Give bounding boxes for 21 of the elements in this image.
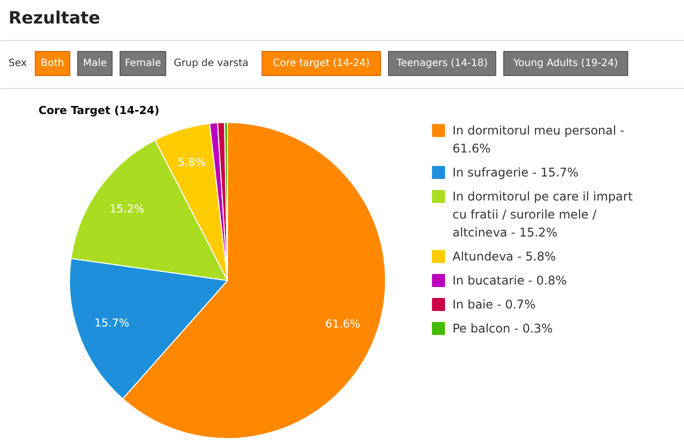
legend-label: Altundeva - 5.8% — [452, 250, 556, 264]
legend-label: In sufragerie - 15.7% — [452, 166, 579, 180]
legend-label: In dormitorul meu personal - 61.6% — [452, 124, 624, 156]
text: Young Adults (19-24) — [512, 58, 618, 69]
legend-label: In bucatarie - 0.8% — [452, 274, 567, 288]
text: Core target (14-24) — [272, 58, 370, 69]
legend-label: In baie - 0.7% — [452, 298, 536, 312]
text: Teenagers (14-18) — [396, 58, 488, 69]
data-label: 15.7% — [94, 316, 130, 330]
text: Both — [40, 58, 64, 69]
text: Grup de varsta — [174, 58, 249, 69]
text: Rezultate — [8, 8, 100, 28]
text: Sex — [8, 58, 27, 69]
text: Female — [124, 58, 161, 69]
data-label: 15.2% — [109, 202, 144, 216]
text: Male — [83, 58, 107, 69]
legend-label: Pe balcon - 0.3% — [452, 322, 553, 336]
data-label: 61.6% — [325, 318, 360, 331]
data-label: 5.8% — [178, 156, 206, 170]
legend-label: In dormitorul pe care il impart cu fratii / surorile mele / altcineva - 15.2% — [452, 190, 633, 240]
chart-title: Core Target (14-24) — [38, 104, 160, 117]
